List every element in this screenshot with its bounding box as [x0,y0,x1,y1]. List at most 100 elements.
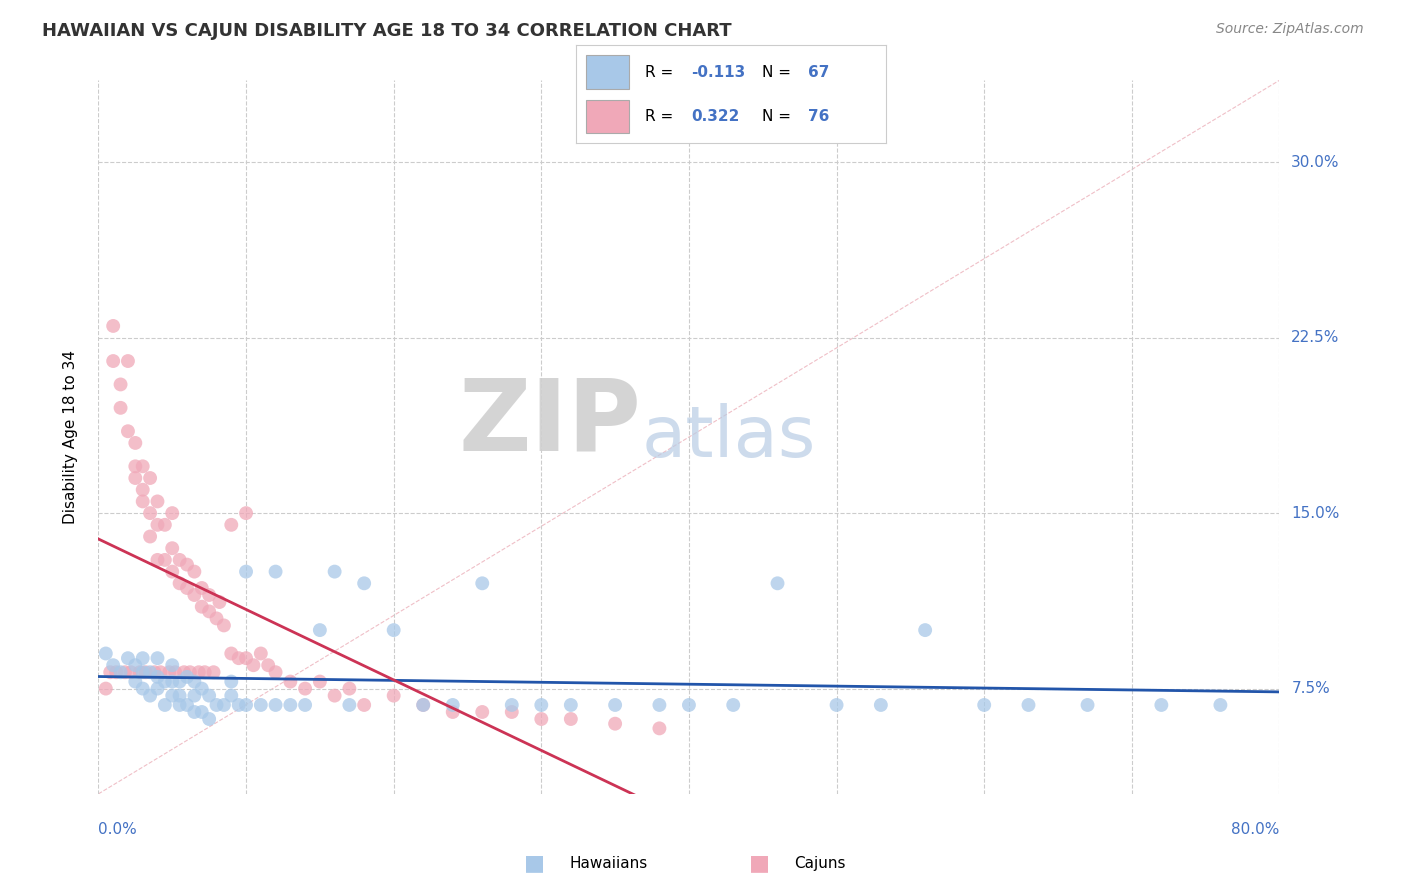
Point [337,698,360,712]
Point [914,623,936,637]
Point [219,647,242,661]
Text: 67: 67 [808,64,830,79]
Point [157,665,180,680]
Point [471,705,494,719]
Point [146,553,169,567]
Point [153,553,176,567]
Point [530,712,553,726]
Point [208,595,231,609]
Point [120,665,142,680]
Point [228,698,250,712]
Point [146,494,169,508]
Point [149,665,172,680]
Point [337,681,360,696]
Point [169,674,191,689]
Point [124,436,146,450]
Point [132,483,155,497]
FancyBboxPatch shape [586,55,628,89]
Text: -0.113: -0.113 [690,64,745,79]
Point [183,565,205,579]
Point [187,665,209,680]
Point [530,698,553,712]
Point [382,689,405,703]
Text: 80.0%: 80.0% [1232,822,1279,837]
Text: ■: ■ [524,854,544,873]
Point [165,665,187,680]
Text: Cajuns: Cajuns [794,856,846,871]
Point [153,698,176,712]
Point [323,565,346,579]
Point [117,424,139,438]
Point [235,651,257,665]
Point [219,517,242,532]
Point [441,698,464,712]
Point [294,681,316,696]
Point [162,506,183,520]
Point [605,716,627,731]
Point [605,698,627,712]
Point [235,565,257,579]
Point [176,558,198,572]
Point [235,506,257,520]
Point [183,689,205,703]
Point [228,651,250,665]
Point [183,705,205,719]
Point [117,651,139,665]
Point [198,588,221,602]
Point [176,581,198,595]
Point [132,651,155,665]
Point [146,517,169,532]
Point [382,623,405,637]
Point [250,698,273,712]
Text: 7.5%: 7.5% [1291,681,1330,696]
Point [124,459,146,474]
Point [323,689,346,703]
Point [114,665,136,680]
Point [173,665,195,680]
Point [353,576,375,591]
Point [205,698,228,712]
Point [117,354,139,368]
Point [198,689,221,703]
Point [176,698,198,712]
Point [219,674,242,689]
Point [1209,698,1232,712]
Point [139,471,162,485]
Point [153,674,176,689]
Point [648,698,671,712]
Point [139,665,162,680]
Point [191,581,214,595]
Point [139,529,162,543]
Text: ■: ■ [749,854,769,873]
Text: 30.0%: 30.0% [1291,154,1340,169]
Point [94,681,117,696]
Point [869,698,891,712]
Text: 0.322: 0.322 [690,109,740,124]
Text: 76: 76 [808,109,830,124]
Point [219,689,242,703]
Point [309,623,332,637]
Point [162,658,183,673]
Point [162,689,183,703]
Point [353,698,375,712]
Point [139,506,162,520]
Point [124,658,146,673]
Point [103,354,125,368]
Point [278,698,302,712]
Point [235,698,257,712]
Point [162,565,183,579]
Point [278,674,302,689]
Point [146,681,169,696]
Point [103,318,125,333]
Point [212,618,235,632]
Point [110,665,132,680]
Point [264,698,287,712]
Point [128,665,150,680]
Point [191,681,214,696]
Point [183,674,205,689]
Point [560,698,582,712]
Point [242,658,264,673]
Text: 22.5%: 22.5% [1291,330,1340,345]
Point [94,647,117,661]
Point [105,665,128,680]
